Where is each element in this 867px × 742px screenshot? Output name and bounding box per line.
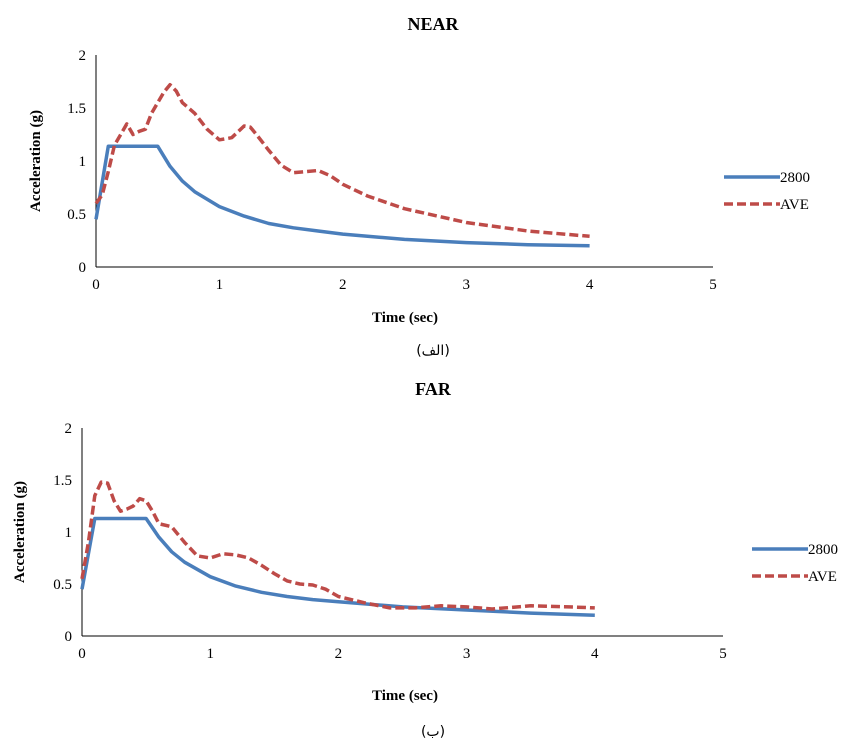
far-y-axis-title: Acceleration (g) <box>12 481 28 583</box>
far-series-2800-line <box>82 519 595 616</box>
near-y-tick-label: 0 <box>79 260 87 276</box>
far-x-tick-label: 4 <box>591 646 599 662</box>
near-y-ticks: 0 0.5 1 1.5 2 <box>67 48 86 276</box>
near-plot-area <box>96 85 590 246</box>
far-legend: 2800 AVE <box>752 542 838 585</box>
far-chart: FAR Acceleration (g) Time (sec) 0 0.5 1 1.5… <box>12 379 838 704</box>
near-chart: NEAR Acceleration (g) Time (sec) 0 0.5 1 1.… <box>28 14 810 326</box>
far-y-ticks: 0 0.5 1 1.5 2 <box>53 421 72 645</box>
far-series-ave-line <box>82 482 595 609</box>
near-y-tick-label: 2 <box>79 48 87 64</box>
far-x-tick-label: 2 <box>335 646 343 662</box>
near-y-axis-title: Acceleration (g) <box>28 110 44 212</box>
far-x-ticks: 0 1 2 3 4 5 <box>78 646 727 662</box>
far-x-axis-title: Time (sec) <box>372 688 438 704</box>
far-x-tick-label: 0 <box>78 646 86 662</box>
far-y-tick-label: 1 <box>65 525 73 541</box>
far-legend-label-2800: 2800 <box>808 542 838 558</box>
near-x-tick-label: 3 <box>462 277 470 293</box>
far-y-tick-label: 1.5 <box>53 473 72 489</box>
near-series-ave-line <box>96 85 590 237</box>
far-x-tick-label: 5 <box>719 646 727 662</box>
far-chart-title: FAR <box>415 379 452 399</box>
near-x-ticks: 0 1 2 3 4 5 <box>92 277 717 293</box>
far-x-tick-label: 3 <box>463 646 471 662</box>
near-x-tick-label: 0 <box>92 277 100 293</box>
far-legend-label-ave: AVE <box>808 569 837 585</box>
near-chart-title: NEAR <box>407 14 459 34</box>
near-legend-label-ave: AVE <box>780 197 809 213</box>
far-caption: (ب) <box>421 724 445 740</box>
near-x-axis-title: Time (sec) <box>372 310 438 326</box>
near-y-tick-label: 1 <box>79 154 87 170</box>
near-legend: 2800 AVE <box>724 170 810 213</box>
far-x-tick-label: 1 <box>206 646 214 662</box>
near-legend-label-2800: 2800 <box>780 170 810 186</box>
near-x-tick-label: 2 <box>339 277 347 293</box>
near-x-tick-label: 1 <box>216 277 224 293</box>
far-y-tick-label: 0 <box>65 629 73 645</box>
near-y-tick-label: 1.5 <box>67 101 86 117</box>
near-series-2800-line <box>96 146 590 246</box>
near-y-tick-label: 0.5 <box>67 207 86 223</box>
far-plot-area <box>82 482 595 615</box>
near-x-tick-label: 5 <box>709 277 717 293</box>
near-caption: (الف) <box>416 343 450 359</box>
near-x-tick-label: 4 <box>586 277 594 293</box>
far-y-tick-label: 0.5 <box>53 577 72 593</box>
far-y-tick-label: 2 <box>65 421 73 437</box>
